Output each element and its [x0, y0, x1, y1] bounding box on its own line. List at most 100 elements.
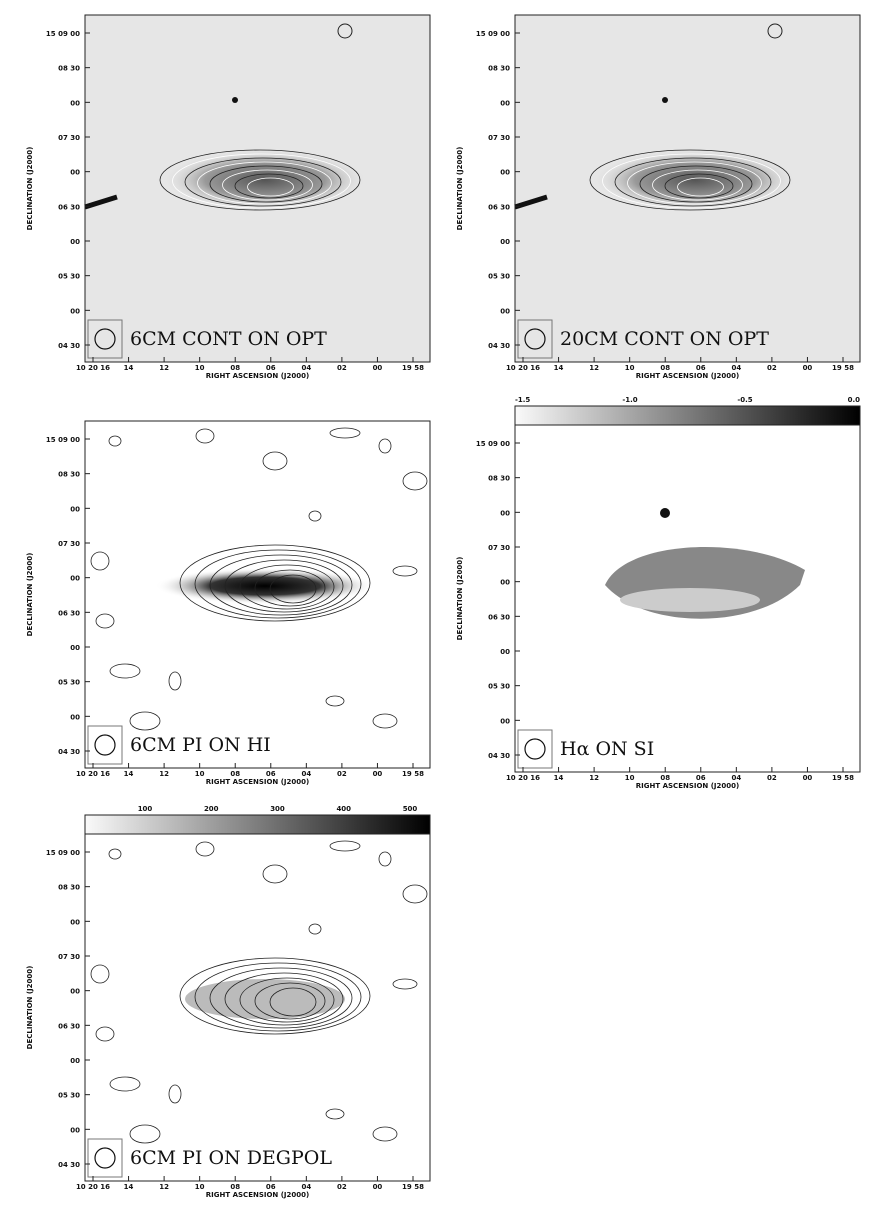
colorbar: [84, 814, 431, 835]
beam: [524, 328, 546, 350]
y-tick-label: 00: [500, 307, 510, 315]
contour: [172, 153, 351, 209]
frame: [84, 420, 431, 769]
y-tick-label: 04 30: [488, 342, 510, 350]
y-tick-label: 00: [70, 713, 80, 721]
y-tick-label: 00: [500, 509, 510, 517]
y-tick-label: 07 30: [58, 540, 80, 548]
contour: [234, 173, 304, 199]
colorbar-tick-label: -1.5: [515, 396, 530, 404]
panel-label: 6CM PI ON HI: [130, 734, 271, 756]
contour: [392, 565, 418, 577]
x-tick-label: 19 58: [832, 364, 854, 372]
panel-label: 6CM CONT ON OPT: [130, 328, 327, 350]
y-tick-label: 00: [500, 717, 510, 725]
x-tick-label: 06: [266, 770, 276, 778]
y-tick-label: 00: [70, 99, 80, 107]
x-tick-label: 02: [767, 364, 777, 372]
contour: [109, 1076, 141, 1092]
contour: [627, 161, 762, 205]
colorbar-tick-label: 200: [204, 805, 219, 813]
colorbar-tick-label: -1.0: [622, 396, 637, 404]
contour: [378, 851, 392, 867]
contour: [652, 169, 743, 201]
frame: [84, 14, 431, 363]
y-tick-label: 04 30: [488, 752, 510, 760]
contour: [108, 848, 122, 860]
colorbar-tick-label: 0.0: [848, 396, 861, 404]
contour: [224, 559, 344, 613]
frame: [514, 14, 861, 363]
x-tick-label: 10: [195, 770, 205, 778]
y-tick-label: 05 30: [58, 1092, 80, 1100]
x-tick-label: 19 58: [832, 774, 854, 782]
star: [660, 508, 670, 518]
contour: [224, 972, 344, 1026]
y-tick-label: 15 09 00: [46, 436, 80, 444]
colorbar-tick-label: 400: [336, 805, 351, 813]
y-tick-label: 00: [70, 505, 80, 513]
contour: [308, 923, 322, 935]
x-tick-label: 08: [660, 364, 670, 372]
x-tick-label: 10: [625, 774, 635, 782]
x-tick-label: 04: [301, 1183, 311, 1191]
contour: [325, 695, 345, 707]
contour: [239, 564, 335, 610]
x-tick-label: 14: [124, 1183, 134, 1191]
y-tick-label: 00: [500, 579, 510, 587]
contour: [254, 982, 326, 1020]
x-tick-label: 12: [159, 770, 169, 778]
contour: [262, 864, 288, 884]
contour: [325, 1108, 345, 1120]
panel: 6CM PI ON HI 15 09 00 08 30 00 07 30 00 06 30 0…: [26, 420, 431, 786]
contour: [90, 551, 110, 571]
contour: [589, 149, 791, 211]
contour: [378, 438, 392, 454]
y-tick-label: 04 30: [58, 748, 80, 756]
x-tick-label: 14: [554, 364, 564, 372]
panel-label: Hα ON SI: [560, 738, 654, 760]
contour: [402, 471, 428, 491]
contour: [664, 173, 734, 199]
x-tick-label: 00: [373, 1183, 383, 1191]
contour: [614, 157, 772, 207]
contour: [337, 23, 353, 39]
contour: [168, 671, 182, 691]
contour: [209, 967, 353, 1029]
contour: [159, 149, 361, 211]
x-tick-label: 06: [696, 774, 706, 782]
contour: [392, 978, 418, 990]
x-tick-label: 12: [589, 774, 599, 782]
y-tick-label: 00: [500, 99, 510, 107]
star: [232, 97, 238, 103]
x-tick-label: 02: [767, 774, 777, 782]
y-tick-label: 00: [70, 169, 80, 177]
contour: [95, 1026, 115, 1042]
y-tick-label: 00: [70, 918, 80, 926]
contour: [239, 977, 335, 1023]
x-tick-label: 08: [660, 774, 670, 782]
y-tick-label: 08 30: [488, 65, 510, 73]
galaxy: [595, 150, 795, 210]
beam: [94, 1147, 116, 1169]
x-tick-label: 02: [337, 364, 347, 372]
y-axis-label: DECLINATION (J2000): [26, 147, 34, 231]
x-tick-label: 02: [337, 770, 347, 778]
contour: [194, 962, 362, 1032]
x-tick-label: 10 20 16: [76, 1183, 110, 1191]
x-tick-label: 10 20 16: [506, 364, 540, 372]
x-tick-label: 08: [230, 1183, 240, 1191]
x-tick-label: 04: [731, 774, 741, 782]
x-tick-label: 10: [195, 1183, 205, 1191]
x-tick-label: 06: [266, 364, 276, 372]
x-tick-label: 12: [589, 364, 599, 372]
y-tick-label: 06 30: [488, 203, 510, 211]
x-tick-label: 00: [803, 364, 813, 372]
star: [662, 97, 668, 103]
galaxy: [165, 150, 365, 210]
contour: [168, 1084, 182, 1104]
contour: [197, 161, 332, 205]
beam: [94, 734, 116, 756]
y-tick-label: 00: [500, 238, 510, 246]
